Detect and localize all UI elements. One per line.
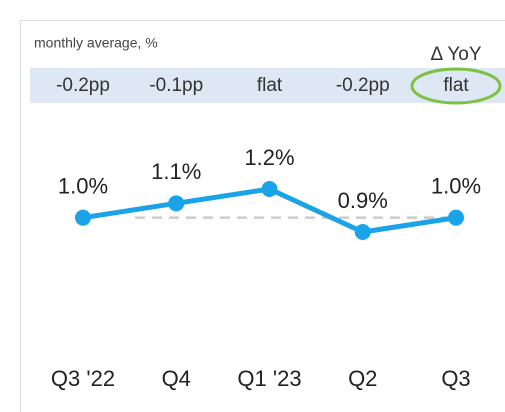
change-header: Δ YoY xyxy=(430,44,481,65)
value-label: 1.0% xyxy=(431,173,481,198)
point xyxy=(261,181,278,197)
point xyxy=(75,209,91,226)
change-label: flat xyxy=(257,75,283,96)
change-label: -0.2pp xyxy=(336,75,390,96)
x-tick-label: Q3 '22 xyxy=(51,366,115,391)
highlight-ring xyxy=(410,67,502,105)
change-label: flat xyxy=(443,75,469,96)
x-tick-label: Q4 xyxy=(162,366,191,391)
value-label: 1.2% xyxy=(244,145,294,170)
frame xyxy=(20,20,505,412)
value-label: 0.9% xyxy=(338,188,388,213)
change-label: -0.1pp xyxy=(149,75,203,96)
point xyxy=(168,195,185,212)
subtitle: monthly average, % xyxy=(34,35,158,51)
x-tick-label: Q1 '23 xyxy=(237,366,301,391)
x-tick-label: Q3 xyxy=(441,366,470,391)
point xyxy=(448,209,464,226)
point xyxy=(354,224,371,240)
value-label: 1.1% xyxy=(151,159,201,184)
value-label: 1.0% xyxy=(58,173,108,198)
change-label: -0.2pp xyxy=(56,75,110,96)
x-tick-label: Q2 xyxy=(348,366,377,391)
